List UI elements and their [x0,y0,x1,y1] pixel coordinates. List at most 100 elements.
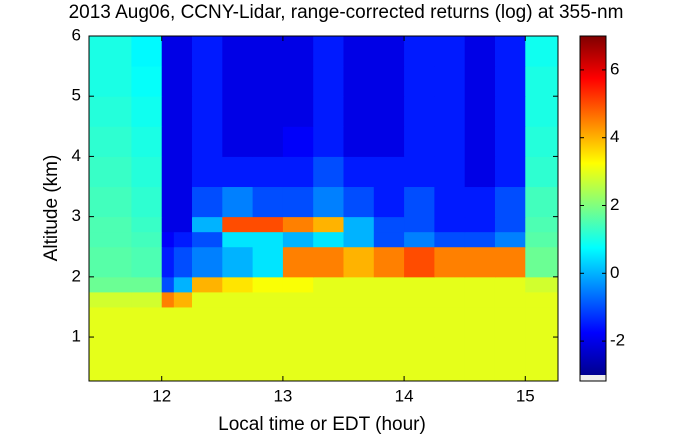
y-tick-label: 2 [72,266,81,285]
heatmap-cell [222,216,254,233]
heatmap-cell [434,246,466,278]
heatmap-cell [192,126,223,157]
heatmap-cell [464,126,496,157]
heatmap-cell [464,276,496,293]
heatmap-cell [252,246,284,278]
heatmap-cell [222,156,254,188]
heatmap-cell [192,216,223,233]
x-tick-label: 15 [516,386,535,405]
heatmap-cell [464,66,496,97]
heatmap-cell [434,291,466,308]
heatmap-cell [313,337,344,382]
plot-frame [88,35,559,382]
heatmap-cell [313,291,344,308]
heatmap-cell [173,126,193,157]
x-tick-label: 13 [273,386,292,405]
heatmap-cell [434,276,466,293]
heatmap-cell [343,186,375,218]
heatmap-cell [222,36,254,67]
heatmap-cell [404,96,435,127]
heatmap-cell [161,216,175,233]
heatmap-cell [222,291,254,308]
heatmap-cell [313,276,344,293]
heatmap-cell [89,156,132,188]
colorbar-tick-label: 4 [610,127,619,146]
heatmap-cell [222,276,254,293]
heatmap-cell [222,246,254,278]
heatmap-cell [173,186,193,218]
heatmap-cell [494,276,526,293]
heatmap-cell [161,126,175,157]
heatmap-cell [161,291,175,308]
heatmap-cell [373,126,405,157]
heatmap-cell [434,66,466,97]
heatmap-cell [404,66,435,97]
heatmap-cell [131,96,163,127]
heatmap-cell [161,186,175,218]
heatmap-cell [525,291,559,308]
heatmap-cell [89,231,132,248]
heatmap-cell [343,96,375,127]
heatmap-cell [434,337,466,382]
heatmap-cell [131,246,163,278]
heatmap-cell [161,96,175,127]
heatmap-cell [252,156,284,188]
heatmap-cell [404,156,435,188]
heatmap-cell [373,186,405,218]
heatmap-cell [131,36,163,67]
heatmap-cell [494,96,526,127]
heatmap-cell [192,66,223,97]
heatmap-cell [131,291,163,308]
heatmap-cell [404,126,435,157]
heatmap-cell [161,66,175,97]
colorbar-tick-label: -2 [610,331,625,350]
heatmap-cell [222,231,254,248]
heatmap-cell [313,66,344,97]
heatmap-cell [282,36,314,67]
heatmap-cell [222,96,254,127]
heatmap-cell [222,186,254,218]
heatmap-cell [404,337,435,382]
heatmap-cell [313,156,344,188]
heatmap-cell [252,96,284,127]
heatmap-cell [434,216,466,233]
heatmap-cell [252,66,284,97]
heatmap-cell [282,246,314,278]
heatmap-cell [282,231,314,248]
heatmap-cell [525,216,559,233]
heatmap-cell [252,337,284,382]
heatmap-cell [525,156,559,188]
heatmap-cell [494,291,526,308]
x-axis-label: Local time or EDT (hour) [218,414,426,435]
heatmap-cell [373,156,405,188]
heatmap-cell [373,291,405,308]
heatmap-cell [343,246,375,278]
heatmap-cell [131,126,163,157]
heatmap-cell [161,156,175,188]
y-tick-label: 6 [72,25,81,44]
heatmap-cell [222,337,254,382]
heatmap-cell [252,186,284,218]
heatmap-cell [313,246,344,278]
heatmap-cell [464,291,496,308]
heatmap-cell [89,186,132,218]
heatmap-cell [173,231,193,248]
heatmap-cell [373,231,405,248]
heatmap-cell [173,216,193,233]
heatmap-cell [173,156,193,188]
y-tick-label: 1 [72,327,81,346]
y-tick-label: 4 [72,146,81,165]
heatmap-cell [494,66,526,97]
heatmap-cell [192,156,223,188]
heatmap-cell [373,96,405,127]
heatmap-cell [173,291,193,308]
heatmap-cell [282,337,314,382]
heatmap-cell [464,246,496,278]
heatmap-cell [343,216,375,233]
heatmap-cell [89,306,132,338]
heatmap-cell [373,337,405,382]
heatmap-cell [525,246,559,278]
heatmap-cell [494,231,526,248]
heatmap-cell [313,306,344,338]
heatmap-cell [131,66,163,97]
